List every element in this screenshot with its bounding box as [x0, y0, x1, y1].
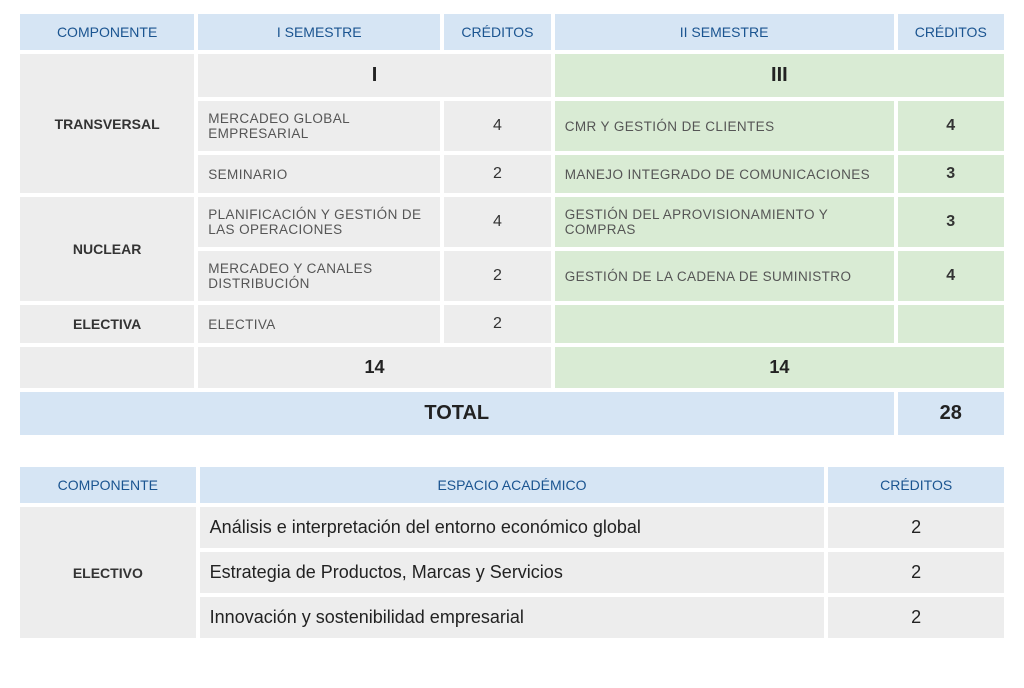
credit-cell: 4 [898, 101, 1005, 151]
course-cell: Análisis e interpretación del entorno ec… [200, 507, 825, 548]
table-row: ELECTIVA ELECTIVA 2 [20, 305, 1004, 343]
credit-cell: 2 [444, 251, 550, 301]
course-cell: CMR Y GESTIÓN DE CLIENTES [555, 101, 894, 151]
subtotal-spacer [20, 347, 194, 388]
credit-cell: 2 [444, 155, 550, 193]
col-componente: COMPONENTE [20, 14, 194, 50]
course-cell: GESTIÓN DE LA CADENA DE SUMINISTRO [555, 251, 894, 301]
course-cell: MERCADEO GLOBAL EMPRESARIAL [198, 101, 440, 151]
total-label: TOTAL [20, 392, 894, 435]
course-cell [555, 305, 894, 343]
course-cell: ELECTIVA [198, 305, 440, 343]
roman-left: I [198, 54, 550, 97]
col-creditos: CRÉDITOS [828, 467, 1004, 503]
course-cell: SEMINARIO [198, 155, 440, 193]
credit-cell: 4 [898, 251, 1005, 301]
roman-row: TRANSVERSAL I III [20, 54, 1004, 97]
col-cred2: CRÉDITOS [898, 14, 1005, 50]
course-cell: GESTIÓN DEL APROVISIONAMIENTO Y COMPRAS [555, 197, 894, 247]
component-electiva: ELECTIVA [20, 305, 194, 343]
credit-cell: 4 [444, 197, 550, 247]
total-value: 28 [898, 392, 1005, 435]
subtotal-right: 14 [555, 347, 1004, 388]
course-cell: Estrategia de Productos, Marcas y Servic… [200, 552, 825, 593]
elective-table: COMPONENTE ESPACIO ACADÉMICO CRÉDITOS EL… [16, 463, 1008, 642]
col-espacio: ESPACIO ACADÉMICO [200, 467, 825, 503]
table-row: NUCLEAR PLANIFICACIÓN Y GESTIÓN DE LAS O… [20, 197, 1004, 247]
credit-cell: 2 [444, 305, 550, 343]
component-nuclear: NUCLEAR [20, 197, 194, 301]
credit-cell: 2 [828, 552, 1004, 593]
curriculum-table: COMPONENTE I SEMESTRE CRÉDITOS II SEMEST… [16, 10, 1008, 439]
credit-cell [898, 305, 1005, 343]
course-cell: PLANIFICACIÓN Y GESTIÓN DE LAS OPERACION… [198, 197, 440, 247]
subtotal-left: 14 [198, 347, 550, 388]
table-row: ELECTIVO Análisis e interpretación del e… [20, 507, 1004, 548]
course-cell: Innovación y sostenibilidad empresarial [200, 597, 825, 638]
component-electivo: ELECTIVO [20, 507, 196, 638]
component-transversal: TRANSVERSAL [20, 54, 194, 193]
col-sem2: II SEMESTRE [555, 14, 894, 50]
subtotal-row: 14 14 [20, 347, 1004, 388]
col-cred1: CRÉDITOS [444, 14, 550, 50]
table-header-row: COMPONENTE ESPACIO ACADÉMICO CRÉDITOS [20, 467, 1004, 503]
credit-cell: 3 [898, 155, 1005, 193]
credit-cell: 2 [828, 507, 1004, 548]
table-header-row: COMPONENTE I SEMESTRE CRÉDITOS II SEMEST… [20, 14, 1004, 50]
total-row: TOTAL 28 [20, 392, 1004, 435]
col-componente: COMPONENTE [20, 467, 196, 503]
roman-right: III [555, 54, 1004, 97]
course-cell: MANEJO INTEGRADO DE COMUNICACIONES [555, 155, 894, 193]
col-sem1: I SEMESTRE [198, 14, 440, 50]
credit-cell: 3 [898, 197, 1005, 247]
credit-cell: 2 [828, 597, 1004, 638]
course-cell: MERCADEO Y CANALES DISTRIBUCIÓN [198, 251, 440, 301]
credit-cell: 4 [444, 101, 550, 151]
